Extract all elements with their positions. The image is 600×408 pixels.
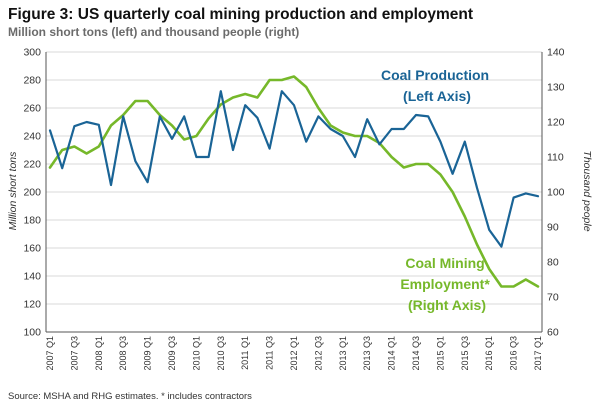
x-tick-label: 2015 Q1 <box>435 336 445 371</box>
x-tick-label: 2007 Q1 <box>45 336 55 371</box>
production-series-line <box>48 90 540 248</box>
left-tick-label: 200 <box>23 187 41 199</box>
right-tick-label: 140 <box>547 47 565 59</box>
x-tick-label: 2016 Q1 <box>484 336 494 371</box>
left-tick-label: 160 <box>23 243 41 255</box>
x-tick-label: 2008 Q1 <box>94 336 104 371</box>
series-lines <box>48 75 540 288</box>
x-tick-label: 2009 Q1 <box>143 336 153 371</box>
x-tick-label: 2017 Q1 <box>533 336 543 371</box>
left-tick-label: 220 <box>23 159 41 171</box>
left-tick-label: 240 <box>23 131 41 143</box>
production-annotation: Coal Production (Left Axis) <box>381 67 493 104</box>
x-tick-label: 2014 Q3 <box>411 336 421 371</box>
x-axis-tick-labels: 2007 Q1 2007 Q3 2008 Q1 2008 Q3 2009 Q1 2009 … <box>45 336 543 371</box>
x-tick-label: 2007 Q3 <box>69 336 79 371</box>
x-tick-label: 2011 Q3 <box>265 336 275 370</box>
left-tick-label: 300 <box>23 47 41 59</box>
left-tick-label: 120 <box>23 299 41 311</box>
right-axis-label: Thousand people <box>581 150 593 231</box>
x-tick-label: 2013 Q1 <box>338 336 348 371</box>
left-axis-label: Million short tons <box>7 151 19 231</box>
right-tick-label: 60 <box>547 327 559 339</box>
x-tick-label: 2012 Q3 <box>313 336 323 371</box>
right-tick-label: 110 <box>547 152 564 164</box>
left-tick-label: 180 <box>23 215 41 227</box>
x-tick-label: 2010 Q1 <box>191 336 201 371</box>
employment-annotation-line-2: Employment* <box>400 276 490 292</box>
x-tick-label: 2013 Q3 <box>362 336 372 371</box>
left-axis-tick-labels: 100 120 140 160 180 200 220 240 260 280 300 <box>23 47 41 339</box>
x-tick-label: 2014 Q1 <box>387 336 397 371</box>
x-tick-label: 2012 Q1 <box>289 336 299 371</box>
x-tick-label: 2009 Q3 <box>167 336 177 371</box>
right-tick-label: 90 <box>547 222 559 234</box>
right-tick-label: 80 <box>547 257 559 269</box>
left-tick-label: 280 <box>23 75 41 87</box>
chart-subtitle: Million short tons (left) and thousand p… <box>8 25 300 39</box>
employment-annotation-line-3: (Right Axis) <box>408 297 486 313</box>
gridlines <box>46 51 542 305</box>
left-tick-label: 100 <box>23 327 41 339</box>
right-axis-tick-labels: 60 70 80 90 100 110 120 130 140 <box>547 47 565 339</box>
x-tick-label: 2008 Q3 <box>118 336 128 371</box>
production-annotation-line-2: (Left Axis) <box>403 88 471 104</box>
production-annotation-line-1: Coal Production <box>381 67 489 83</box>
right-tick-label: 100 <box>547 187 565 199</box>
employment-series-line <box>48 75 540 288</box>
axes <box>45 52 543 333</box>
source-note: Source: MSHA and RHG estimates. * includ… <box>8 391 252 402</box>
x-tick-label: 2010 Q3 <box>216 336 226 371</box>
x-tick-label: 2016 Q3 <box>509 336 519 371</box>
right-tick-label: 130 <box>547 82 565 94</box>
left-tick-label: 140 <box>23 271 41 283</box>
x-tick-label: 2011 Q1 <box>240 336 250 370</box>
right-tick-label: 120 <box>547 117 565 129</box>
right-tick-label: 70 <box>547 292 559 304</box>
x-tick-label: 2015 Q3 <box>460 336 470 371</box>
employment-annotation-line-1: Coal Mining <box>405 255 484 271</box>
chart-title: Figure 3: US quarterly coal mining produ… <box>8 6 474 23</box>
employment-annotation: Coal Mining Employment* (Right Axis) <box>400 255 493 313</box>
left-tick-label: 260 <box>23 103 41 115</box>
